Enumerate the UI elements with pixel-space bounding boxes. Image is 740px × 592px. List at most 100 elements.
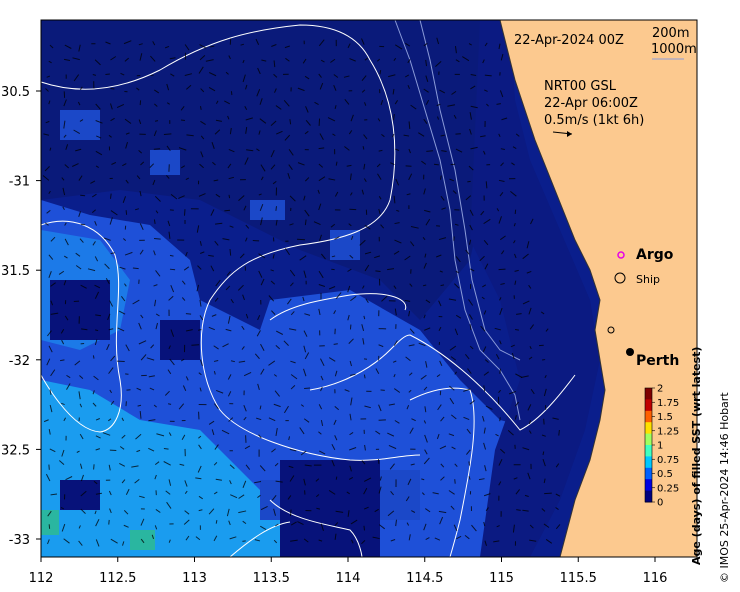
current-vector <box>95 518 100 527</box>
current-vector <box>406 405 410 410</box>
current-vector <box>208 254 214 257</box>
current-vector <box>513 477 518 480</box>
current-vector <box>393 388 401 393</box>
current-vector <box>363 134 368 140</box>
date-label: 22-Apr-2024 00Z <box>514 33 624 48</box>
current-vector <box>375 430 381 435</box>
current-vector <box>481 296 485 300</box>
current-vector <box>78 391 81 400</box>
current-vector <box>274 462 279 467</box>
current-vector <box>153 238 161 240</box>
current-vector <box>438 510 447 514</box>
current-vector <box>349 58 356 62</box>
current-vector <box>63 538 70 544</box>
current-vector <box>408 344 415 347</box>
current-vector <box>381 295 388 302</box>
current-vector <box>512 524 515 533</box>
current-vector <box>108 490 112 496</box>
current-vector <box>393 57 397 61</box>
current-vector <box>496 103 501 105</box>
current-vector <box>424 449 428 455</box>
current-vector <box>94 284 101 289</box>
current-vector <box>186 84 192 90</box>
current-vector <box>300 404 304 407</box>
current-vector <box>62 206 65 211</box>
current-vector <box>482 59 485 64</box>
current-vector <box>139 411 142 419</box>
current-vector <box>213 403 219 410</box>
current-vector <box>94 221 97 226</box>
map-border <box>40 19 698 558</box>
current-vector <box>435 60 442 67</box>
current-vector <box>464 535 470 540</box>
current-vector <box>215 100 219 104</box>
argo-label: Argo <box>636 247 674 263</box>
current-vector <box>91 209 96 213</box>
current-vector <box>303 418 310 423</box>
current-vector <box>484 89 488 92</box>
current-vector <box>555 524 561 530</box>
current-vector <box>260 343 265 352</box>
current-vector <box>304 352 310 360</box>
current-vector <box>330 223 336 228</box>
current-vector <box>485 507 489 512</box>
colorbar-segment <box>645 456 652 469</box>
current-vector <box>462 56 470 62</box>
current-vector <box>408 534 411 541</box>
current-vector <box>44 222 49 226</box>
current-vector <box>393 250 400 255</box>
current-vector <box>328 286 336 290</box>
current-vector <box>484 465 487 472</box>
current-vector <box>528 284 532 289</box>
current-vector <box>109 508 112 514</box>
current-vector <box>527 404 532 411</box>
current-vector <box>484 74 492 77</box>
colorbar-segment <box>645 490 652 503</box>
current-vector <box>393 373 396 378</box>
current-vector <box>78 211 81 217</box>
current-vector <box>94 59 101 66</box>
current-vector <box>105 41 111 45</box>
current-vector <box>155 210 159 214</box>
current-vector <box>514 253 517 259</box>
current-vector <box>163 448 169 450</box>
current-vector <box>154 461 160 466</box>
current-vector <box>421 492 425 496</box>
current-vector <box>119 446 125 450</box>
current-vector <box>439 175 442 180</box>
lon-tick-label: 113 <box>182 571 207 586</box>
current-vector <box>208 326 215 331</box>
current-vector <box>80 194 86 197</box>
current-vector <box>140 538 145 544</box>
current-vector <box>71 163 79 167</box>
current-vector <box>335 161 338 166</box>
perth-marker-icon <box>626 348 634 356</box>
current-vector <box>426 150 434 152</box>
current-vector <box>245 117 253 121</box>
current-vector <box>87 268 96 272</box>
current-vector <box>409 283 413 287</box>
current-vector <box>110 538 118 544</box>
current-vector <box>304 387 311 390</box>
perth-label: Perth <box>636 353 679 369</box>
current-vector <box>163 461 171 466</box>
current-vector <box>214 240 219 246</box>
current-vector <box>542 458 546 467</box>
current-vector <box>230 298 234 304</box>
current-vector <box>303 478 306 486</box>
current-vector <box>424 209 431 213</box>
current-vector <box>544 492 552 495</box>
current-vector <box>378 149 383 152</box>
current-vector <box>103 237 111 241</box>
current-vector <box>105 278 110 285</box>
current-vector <box>228 417 234 422</box>
current-vector <box>304 219 307 226</box>
current-vector <box>438 237 447 241</box>
current-vector <box>43 133 50 136</box>
current-vector <box>137 404 142 407</box>
current-vector <box>423 314 426 319</box>
current-vector <box>155 322 158 330</box>
current-vector <box>243 404 247 412</box>
current-vector <box>134 208 140 211</box>
